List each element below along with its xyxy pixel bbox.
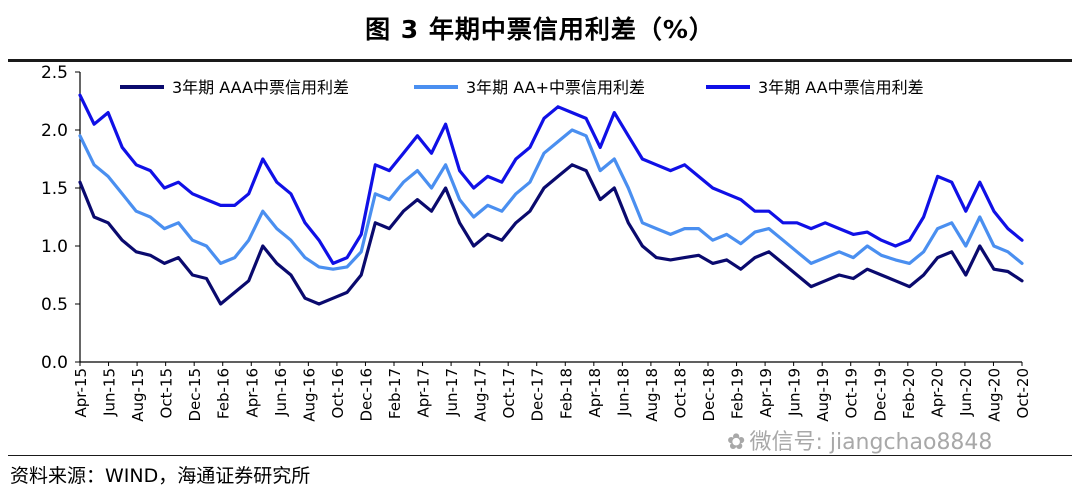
source-note: 资料来源：WIND，海通证券研究所 (10, 465, 311, 487)
x-tick-label: Jun-18 (614, 368, 632, 417)
x-tick-label: Jun-16 (272, 368, 290, 417)
x-tick-label: Jun-17 (443, 368, 461, 417)
x-tick-label: Oct-20 (1014, 368, 1032, 418)
x-tick-label: Apr-17 (415, 368, 433, 418)
x-tick-label: Feb-18 (557, 368, 575, 419)
x-tick-label: Aug-20 (985, 368, 1003, 422)
x-tick-label: Apr-15 (72, 368, 90, 418)
x-tick-label: Dec-16 (357, 368, 375, 422)
x-tick-label: Oct-18 (671, 368, 689, 418)
x-tick-label: Aug-15 (129, 368, 147, 422)
chart-axes: 0.0 0.5 1.0 1.5 2.0 2.5 Apr-15 Jun-15 Aug-15 Oct-… (41, 63, 1032, 422)
x-tick-label: Jun-15 (101, 368, 119, 417)
legend-label-aaa: 3年期 AAA中票信用利差 (172, 78, 349, 97)
x-tick-label: Oct-19 (843, 368, 861, 418)
x-tick-label: Apr-18 (586, 368, 604, 418)
x-tick-label: Aug-19 (814, 368, 832, 422)
x-tick-label: Dec-19 (871, 368, 889, 422)
x-tick-label: Feb-19 (729, 368, 747, 419)
title-bar: 图 3 年期中票信用利差（%） (0, 0, 1080, 62)
x-tick-label: Apr-19 (757, 368, 775, 418)
x-tick-label: Oct-17 (500, 368, 518, 418)
title-divider (8, 59, 1072, 62)
x-tick-label: Aug-16 (300, 368, 318, 422)
x-tick-label: Feb-17 (386, 368, 404, 419)
x-tick-label: Feb-20 (900, 368, 918, 419)
x-tick-label: Apr-20 (928, 368, 946, 418)
x-tick-label: Apr-16 (243, 368, 261, 418)
y-tick-label: 0.5 (41, 295, 68, 315)
y-tick-label: 2.5 (41, 63, 68, 83)
x-tick-label: Feb-16 (215, 368, 233, 419)
x-tick-label: Jun-20 (957, 368, 975, 417)
chart-legend: 3年期 AAA中票信用利差 3年期 AA+中票信用利差 3年期 AA中票信用利差 (120, 78, 924, 97)
wechat-icon: ✿ (727, 430, 746, 455)
chart-series (78, 93, 1024, 306)
x-tick-label: Aug-18 (643, 368, 661, 422)
x-tick-label: Oct-15 (158, 368, 176, 418)
series-line-aa-plus (78, 128, 1024, 271)
wechat-watermark: ✿ 微信号: jiangchao8848 (727, 424, 992, 456)
y-tick-label: 1.0 (41, 237, 68, 257)
watermark-text: 微信号: jiangchao8848 (749, 430, 993, 455)
y-tick-label: 2.0 (41, 121, 68, 141)
x-tick-label: Aug-17 (472, 368, 490, 422)
x-tick-label: Oct-16 (329, 368, 347, 418)
x-tick-label: Dec-17 (529, 368, 547, 422)
y-tick-label: 1.5 (41, 179, 68, 199)
x-tick-label: Jun-19 (786, 368, 804, 417)
series-line-aaa (78, 163, 1024, 306)
y-tick-label: 0.0 (41, 353, 68, 373)
legend-label-aa-plus: 3年期 AA+中票信用利差 (466, 78, 645, 97)
line-chart: 0.0 0.5 1.0 1.5 2.0 2.5 Apr-15 Jun-15 Aug-15 Oct-… (41, 63, 1032, 422)
x-tick-label: Dec-18 (700, 368, 718, 422)
series-line-aa (78, 93, 1024, 265)
x-tick-label: Dec-15 (186, 368, 204, 422)
source-divider (8, 455, 1072, 456)
chart-title: 图 3 年期中票信用利差（%） (365, 15, 715, 44)
legend-label-aa: 3年期 AA中票信用利差 (758, 78, 924, 97)
